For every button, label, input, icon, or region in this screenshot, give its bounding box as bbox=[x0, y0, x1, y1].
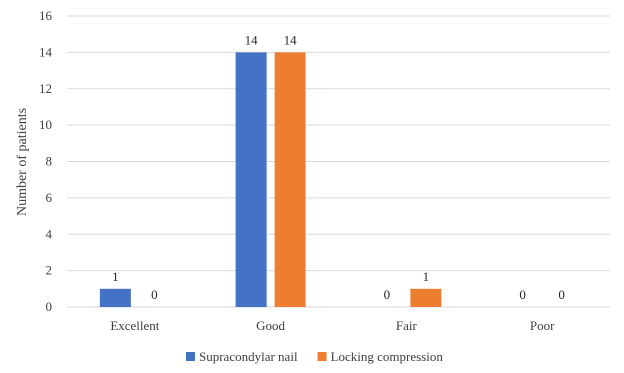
bar-locking-compression-good bbox=[274, 52, 306, 307]
x-category-label: Poor bbox=[530, 318, 555, 333]
legend-label: Locking compression bbox=[331, 349, 444, 364]
y-tick-label: 6 bbox=[46, 190, 53, 205]
y-tick-label: 16 bbox=[39, 8, 53, 23]
y-tick-label: 14 bbox=[39, 44, 53, 59]
bars bbox=[99, 52, 442, 307]
data-label: 0 bbox=[558, 287, 565, 302]
legend: Supracondylar nail Locking compression bbox=[186, 349, 443, 364]
data-labels: 1 0 14 14 0 1 0 0 bbox=[112, 32, 565, 302]
y-tick-label: 12 bbox=[39, 81, 52, 96]
data-label: 14 bbox=[245, 32, 259, 47]
y-tick-label: 10 bbox=[39, 117, 52, 132]
x-category-label: Good bbox=[256, 318, 285, 333]
y-axis-title: Number of patients bbox=[15, 108, 30, 216]
y-tick-label: 4 bbox=[46, 226, 53, 241]
data-label: 1 bbox=[423, 269, 430, 284]
bar-supracondylar-nail-good bbox=[235, 52, 267, 307]
y-tick-label: 8 bbox=[46, 154, 53, 169]
legend-swatch bbox=[317, 352, 327, 361]
y-tick-label: 0 bbox=[46, 299, 53, 314]
data-label: 0 bbox=[384, 287, 391, 302]
bar-supracondylar-nail-excellent bbox=[99, 288, 131, 307]
data-label: 0 bbox=[519, 287, 526, 302]
gridlines bbox=[67, 15, 610, 308]
legend-swatch bbox=[186, 352, 195, 361]
y-axis-ticks: 0 2 4 6 8 10 12 14 16 bbox=[39, 8, 53, 314]
data-label: 14 bbox=[284, 32, 298, 47]
x-category-label: Excellent bbox=[110, 318, 159, 333]
y-tick-label: 2 bbox=[46, 263, 53, 278]
data-label: 1 bbox=[112, 269, 119, 284]
legend-label: Supracondylar nail bbox=[199, 349, 298, 364]
x-category-label: Fair bbox=[396, 318, 418, 333]
data-label: 0 bbox=[151, 287, 158, 302]
bar-locking-compression-fair bbox=[410, 288, 442, 307]
x-axis-categories: Excellent Good Fair Poor bbox=[110, 318, 555, 333]
